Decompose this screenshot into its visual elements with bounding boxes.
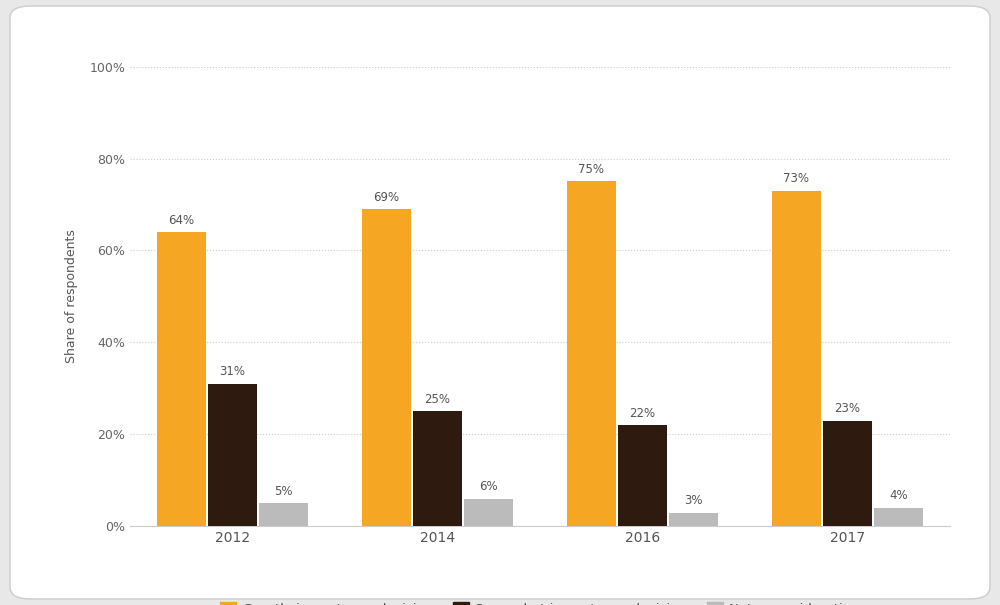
Bar bbox=[362, 209, 411, 526]
Bar bbox=[772, 191, 821, 526]
Text: 75%: 75% bbox=[578, 163, 604, 176]
Legend: Greatly impacts my decision, Somewhat impacts my decision, Not a consideration: Greatly impacts my decision, Somewhat im… bbox=[215, 597, 865, 605]
Text: 22%: 22% bbox=[629, 407, 656, 420]
Text: 69%: 69% bbox=[373, 191, 399, 203]
Bar bbox=[874, 508, 923, 526]
Bar bbox=[567, 182, 616, 526]
Text: 23%: 23% bbox=[834, 402, 860, 415]
Text: 31%: 31% bbox=[220, 365, 246, 378]
Text: 5%: 5% bbox=[274, 485, 293, 498]
Text: 25%: 25% bbox=[424, 393, 450, 406]
Bar bbox=[618, 425, 667, 526]
Y-axis label: Share of respondents: Share of respondents bbox=[65, 229, 78, 364]
Bar bbox=[259, 503, 308, 526]
Bar bbox=[464, 499, 513, 526]
Bar bbox=[823, 420, 872, 526]
Text: 6%: 6% bbox=[479, 480, 498, 493]
Bar bbox=[208, 384, 257, 526]
Text: 64%: 64% bbox=[168, 214, 194, 226]
Text: 4%: 4% bbox=[889, 489, 908, 502]
Text: 73%: 73% bbox=[783, 172, 809, 185]
Bar bbox=[413, 411, 462, 526]
Text: 3%: 3% bbox=[684, 494, 703, 507]
Bar bbox=[669, 512, 718, 526]
Bar bbox=[157, 232, 206, 526]
